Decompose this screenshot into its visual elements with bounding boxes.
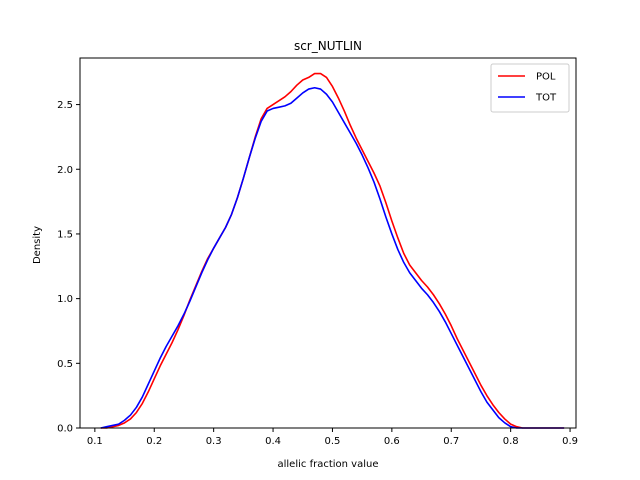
x-tick-label: 0.8	[503, 436, 519, 447]
series-line-tot	[100, 86, 565, 429]
x-axis-label: allelic fraction value	[278, 459, 379, 470]
legend-label-tot: TOT	[535, 93, 557, 104]
legend-box	[490, 63, 570, 113]
y-tick-label: 2.0	[57, 165, 73, 176]
axes-frame	[79, 57, 577, 429]
x-tick-label: 0.6	[384, 436, 400, 447]
x-tick-label: 0.4	[265, 436, 281, 447]
y-axis-label: Density	[32, 226, 43, 264]
legend: POL TOT	[490, 63, 570, 113]
x-tick-label: 0.9	[562, 436, 578, 447]
y-tick-label: 0.5	[57, 359, 73, 370]
x-tick-label: 0.5	[325, 436, 341, 447]
legend-label-pol: POL	[536, 72, 556, 83]
y-tick-label: 0.0	[57, 424, 73, 435]
x-tick-label: 0.3	[206, 436, 222, 447]
plot-area	[100, 72, 565, 429]
x-axis: 0.1 0.2 0.3 0.4 0.5 0.6 0.7 0.8 0.9	[87, 428, 578, 447]
y-tick-label: 2.5	[57, 100, 73, 111]
y-tick-label: 1.0	[57, 294, 73, 305]
x-tick-label: 0.7	[443, 436, 459, 447]
chart-title: scr_NUTLIN	[294, 39, 362, 53]
y-tick-label: 1.5	[57, 229, 73, 240]
y-axis: 0.0 0.5 1.0 1.5 2.0 2.5	[57, 100, 80, 435]
x-tick-label: 0.1	[87, 436, 103, 447]
x-tick-label: 0.2	[146, 436, 162, 447]
series-line-pol	[100, 72, 565, 429]
